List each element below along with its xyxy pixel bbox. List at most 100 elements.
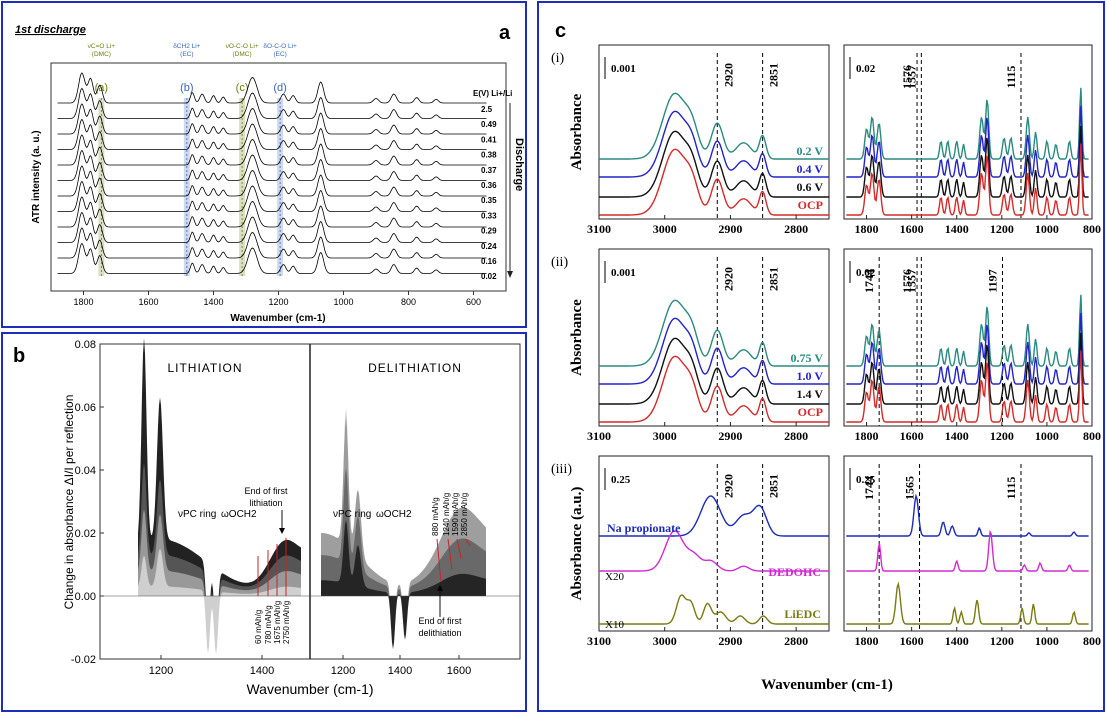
panel-a-title: 1st discharge xyxy=(15,24,86,36)
x-tick-label: 1400 xyxy=(945,222,969,236)
band-label-1: δO-C-O Li+ xyxy=(263,43,297,50)
right-scale: 0.02 xyxy=(856,63,876,75)
panel-a-x-ticks: 1800 1600 1400 1200 1000 800 600 xyxy=(73,291,481,307)
panel-a-bands: νC=O Li+(DMC)(a)δCH2 Li+(EC)(b)νO-C-O Li… xyxy=(88,43,297,276)
peak-label: 2920 xyxy=(721,474,735,498)
x-tick-label: 1800 xyxy=(855,222,879,236)
x-tick-label: 600 xyxy=(466,297,481,307)
panel-c-letter: c xyxy=(555,20,566,42)
spectrum-trace xyxy=(57,211,487,243)
x-tick-label: 3000 xyxy=(653,429,677,443)
series-line-right xyxy=(846,350,1089,423)
potential-label: 0.35 xyxy=(481,196,497,205)
discharge-arrow-head xyxy=(507,271,513,278)
peak-label: 2851 xyxy=(767,63,781,87)
panel-b-annotations: νPC ring ωOCH2 νPC ring ωOCH2 End of first li… xyxy=(178,486,471,644)
capacity-label-delithiation: 1240 mAh/g xyxy=(442,493,451,536)
series-line-left xyxy=(599,530,829,572)
x-tick-label: 800 xyxy=(1083,222,1101,236)
x-tick-label: 1200 xyxy=(268,297,288,307)
end-delithiation-label-1: End of first xyxy=(418,616,462,626)
left-frame xyxy=(598,44,830,220)
capacity-arrow xyxy=(447,538,453,571)
series-line-left xyxy=(599,299,829,367)
band-label-2: (DMC) xyxy=(92,51,111,58)
panel-b-areas xyxy=(100,337,520,655)
panel-c-xlabel: Wavenumber (cm-1) xyxy=(761,677,893,693)
potential-label: 0.33 xyxy=(481,211,497,220)
panel-a-svg: 1st discharge a νC=O Li+(DMC)(a)δCH2 Li+… xyxy=(15,22,525,324)
peak-label: 2920 xyxy=(721,63,735,87)
spectrum-trace xyxy=(57,196,487,228)
series-label: 0.4 V xyxy=(797,162,824,176)
x-tick-label: 1400 xyxy=(203,297,223,307)
row-3: (iii) Absorbance (a.u.) 0.25 0.25 2920 2851 17… xyxy=(551,455,1101,648)
row-ylabel: Absorbance (a.u.) xyxy=(569,487,585,601)
series-line-right xyxy=(846,294,1089,367)
spectrum-trace xyxy=(57,118,487,150)
x-tick-label: 1000 xyxy=(333,297,353,307)
band-label-2: (EC) xyxy=(180,51,193,58)
x-tick-label: 800 xyxy=(1083,634,1101,648)
x-tick-label: 1000 xyxy=(1035,634,1059,648)
peak-label: 2920 xyxy=(721,267,735,291)
end-delithiation-label-2: delithiation xyxy=(418,628,461,638)
series-line-left xyxy=(599,130,829,198)
x-tick-label: 2800 xyxy=(784,634,808,648)
peak-label: 2851 xyxy=(767,267,781,291)
right-frame xyxy=(843,455,1093,632)
series-label: 0.2 V xyxy=(797,144,824,158)
y-tick-label: 0.02 xyxy=(75,528,96,540)
capacity-label-lithiation: 780 mAh/g xyxy=(264,605,273,644)
series-label: LiEDC xyxy=(784,607,821,621)
right-frame xyxy=(843,248,1093,427)
x-tick-label: 1600 xyxy=(900,222,924,236)
series-line-right xyxy=(846,581,1089,625)
panel-a-potentials: 2.5 0.49 0.41 0.38 0.37 0.36 0.35 0.33 0.29 0.24 0… xyxy=(481,105,497,281)
x-tick-label: 1000 xyxy=(1035,222,1059,236)
x-tick-label: 1400 xyxy=(250,665,274,677)
band-label-1: νO-C-O Li+ xyxy=(226,43,259,50)
x-tick-label: 1200 xyxy=(990,429,1014,443)
series-label: Na propionate xyxy=(607,521,681,535)
series-line-left xyxy=(599,594,829,625)
spectrum-trace xyxy=(57,87,487,119)
panel-b-xlabel: Wavenumber (cm-1) xyxy=(246,681,373,697)
peak-label: 1197 xyxy=(985,269,999,292)
x-tick-label: 1800 xyxy=(855,429,879,443)
y-tick-label: 0.04 xyxy=(75,465,96,477)
omega-och2-label-left: ωOCH2 xyxy=(221,509,257,520)
series-line-left xyxy=(599,92,829,160)
panel-a-traces xyxy=(57,72,487,274)
panel-a-xlabel: Wavenumber (cm-1) xyxy=(230,313,325,324)
x-tick-label: 800 xyxy=(401,297,416,307)
series-line-right xyxy=(846,332,1089,405)
x-tick-label: 1200 xyxy=(990,222,1014,236)
capacity-label-delithiation: 1590 mAh/g xyxy=(451,493,460,536)
panel-b-x-ticks: 1200 1400 1200 1400 1600 xyxy=(149,655,471,677)
peak-label: 1557 xyxy=(904,269,918,293)
vpc-ring-label-right: νPC ring xyxy=(333,509,371,520)
series-label: 1.0 V xyxy=(797,369,824,383)
potential-label: 0.36 xyxy=(481,181,497,190)
delithiation-area xyxy=(321,520,486,650)
capacity-label-lithiation: 60 mAh/g xyxy=(254,610,263,644)
right-frame xyxy=(843,44,1093,220)
end-lithiation-arrowhead xyxy=(279,528,285,534)
peak-label: 2851 xyxy=(767,474,781,498)
spectrum-trace xyxy=(57,103,487,135)
peak-label: 1115 xyxy=(1004,477,1018,500)
capacity-label-delithiation: 2850 mAh/g xyxy=(460,493,469,536)
lithiation-area xyxy=(138,337,301,632)
capacity-arrow xyxy=(465,538,471,547)
left-scale: 0.001 xyxy=(611,63,636,75)
x-tick-label: 1200 xyxy=(149,665,173,677)
band-id: (b) xyxy=(180,82,193,94)
vpc-ring-label-left: νPC ring xyxy=(178,509,216,520)
x-tick-label: 1600 xyxy=(900,634,924,648)
y-tick-label: -0.02 xyxy=(71,654,96,666)
peak-label: 1576 xyxy=(900,269,914,293)
section-lithiation: LITHIATION xyxy=(167,361,242,375)
lithiation-area xyxy=(138,548,301,655)
series-label: OCP xyxy=(798,405,823,419)
